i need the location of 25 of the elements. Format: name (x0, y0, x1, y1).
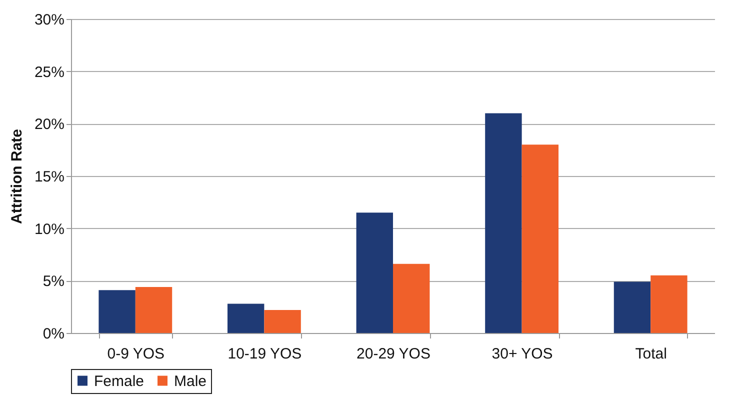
x-tick-label: 30+ YOS (492, 346, 553, 362)
bar (264, 310, 301, 333)
bar (356, 212, 393, 333)
bar (614, 282, 651, 333)
y-tick-label: 25% (34, 64, 64, 81)
bar (135, 286, 172, 333)
bar (522, 144, 559, 333)
x-tick-label: 0-9 YOS (107, 346, 165, 362)
bar (227, 304, 264, 333)
y-tick-label: 10% (34, 220, 64, 238)
y-tick-label: 0% (42, 326, 64, 342)
legend-label: Male (174, 372, 207, 390)
legend-label: Female (94, 372, 144, 390)
y-tick-label: 30% (34, 12, 64, 28)
y-tick-label: 15% (34, 168, 64, 186)
x-tick-label: 20-29 YOS (356, 346, 430, 362)
y-axis-title: Attrition Rate (8, 129, 26, 224)
x-tick-label: 10-19 YOS (228, 346, 302, 362)
bar (393, 264, 430, 333)
bar (650, 275, 688, 333)
x-tick-label: Total (635, 346, 667, 362)
y-tick-label: 5% (42, 273, 64, 290)
bar (485, 113, 522, 333)
bar (98, 290, 136, 333)
y-tick-label: 20% (34, 116, 64, 134)
